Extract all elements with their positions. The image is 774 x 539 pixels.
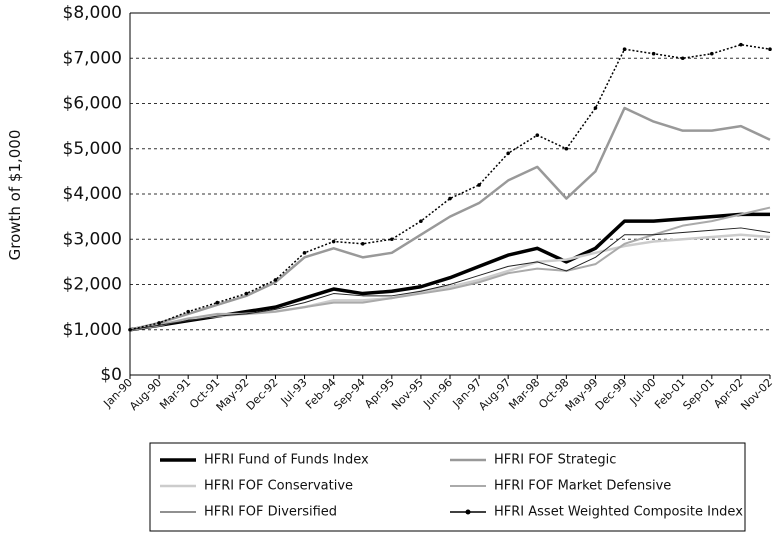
- x-tick-label: Nov-02: [738, 376, 774, 413]
- series-marker: [302, 251, 307, 255]
- series-marker: [215, 300, 220, 305]
- y-tick-label: $3,000: [63, 229, 122, 249]
- series-marker: [419, 219, 423, 223]
- legend-label: HFRI FOF Strategic: [494, 453, 616, 468]
- series-marker: [768, 47, 772, 51]
- y-tick-label: $4,000: [63, 184, 122, 204]
- y-tick-label: $1,000: [63, 320, 122, 340]
- y-tick-label: $2,000: [63, 275, 122, 295]
- y-tick-label: $8,000: [63, 3, 122, 23]
- x-tick-label: Dec-99: [593, 376, 630, 413]
- x-tick-label: Mar-91: [157, 376, 193, 412]
- x-tick-label: May-99: [563, 376, 601, 414]
- series-marker: [710, 51, 714, 56]
- x-tick-label: Dec-92: [244, 376, 281, 413]
- legend-label: HFRI FOF Market Defensive: [494, 479, 671, 494]
- series-line: [129, 212, 770, 332]
- legend-label: HFRI Fund of Funds Index: [204, 453, 369, 468]
- series-marker: [651, 51, 656, 56]
- series-marker: [680, 56, 685, 61]
- series-marker: [273, 278, 278, 282]
- y-tick-label: $5,000: [63, 139, 122, 159]
- series-marker: [331, 239, 336, 244]
- series-marker: [128, 327, 132, 332]
- legend-label: HFRI FOF Conservative: [204, 479, 353, 494]
- series-marker: [448, 196, 452, 201]
- series-marker: [360, 241, 365, 246]
- series-marker: [244, 291, 249, 296]
- x-tick-label: Nov-95: [389, 376, 426, 413]
- y-tick-label: $0: [100, 365, 122, 385]
- series-marker: [564, 146, 569, 151]
- series-marker: [186, 309, 190, 314]
- x-tick-label: Sep-01: [680, 376, 717, 413]
- series-line: [129, 227, 771, 331]
- series-marker: [477, 183, 481, 187]
- series-marker: [535, 133, 540, 137]
- y-axis-label: Growth of $1,000: [6, 130, 24, 261]
- legend-label: HFRI FOF Diversified: [204, 505, 337, 520]
- y-tick-label: $6,000: [63, 94, 122, 114]
- series-line: [129, 106, 771, 331]
- series-line: [129, 206, 771, 331]
- series-marker: [390, 237, 394, 242]
- series-marker: [593, 106, 598, 110]
- y-tick-label: $7,000: [63, 48, 122, 68]
- series-marker: [157, 321, 161, 325]
- x-tick-label: Mar-98: [506, 376, 542, 412]
- legend-box: [149, 442, 746, 532]
- series-marker: [622, 47, 627, 51]
- x-tick-label: Sep-94: [331, 376, 368, 413]
- series-marker: [506, 151, 510, 156]
- series-marker: [739, 42, 743, 47]
- x-tick-label: Aug-97: [476, 376, 513, 413]
- x-tick-label: Jun-96: [420, 376, 455, 411]
- x-tick-label: Aug-90: [127, 376, 164, 413]
- legend-label: HFRI Asset Weighted Composite Index: [494, 505, 743, 520]
- x-tick-label: May-92: [214, 376, 252, 414]
- legend-marker: [465, 509, 471, 515]
